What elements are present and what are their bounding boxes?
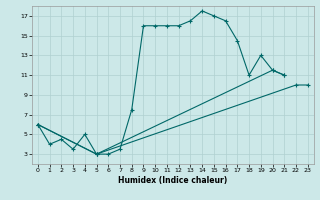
X-axis label: Humidex (Indice chaleur): Humidex (Indice chaleur) xyxy=(118,176,228,185)
